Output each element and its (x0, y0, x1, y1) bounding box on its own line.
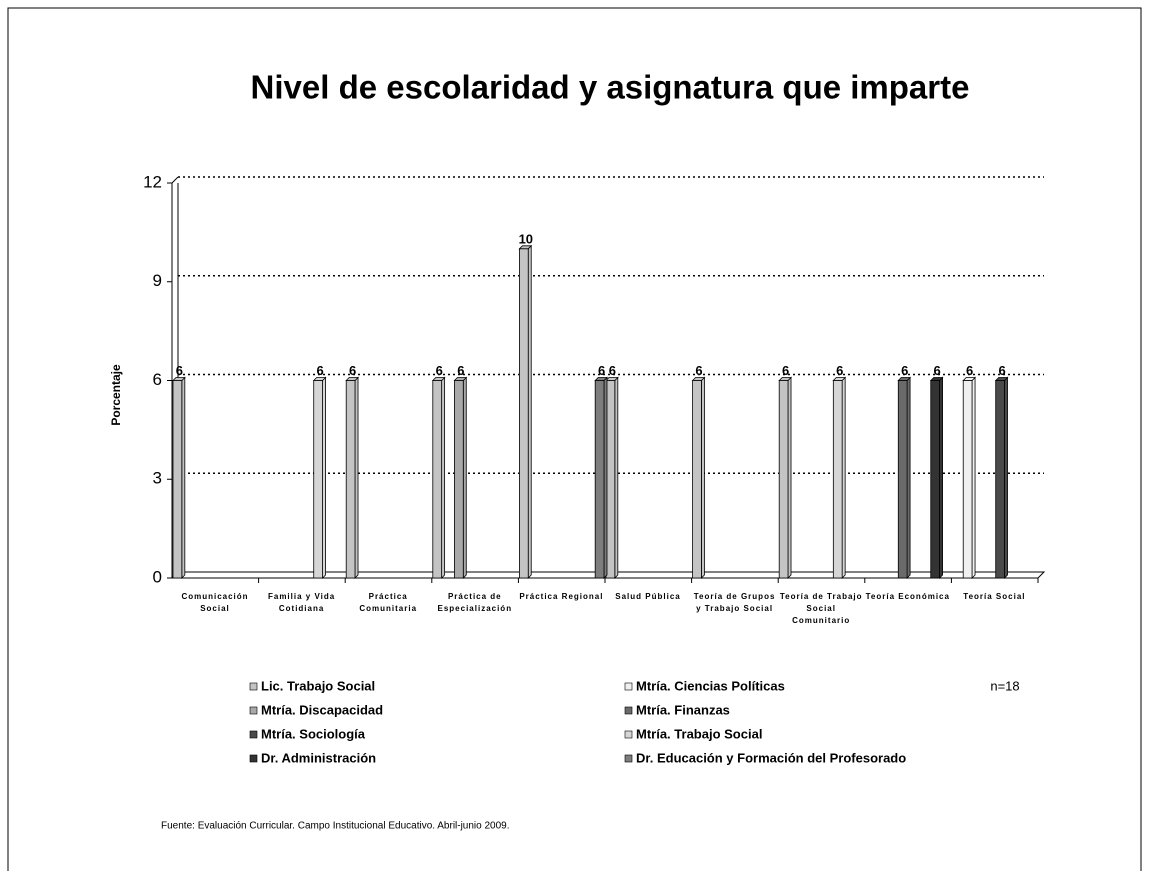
legend-swatch (624, 682, 633, 691)
bar (691, 376, 706, 579)
x-tick-label: Práctica Comunitaria (359, 592, 418, 613)
annotation: n=18 (990, 678, 1019, 693)
legend-label: Lic. Trabajo Social (261, 678, 375, 693)
bar (345, 376, 359, 579)
bar-face (441, 376, 446, 579)
bar-face (962, 380, 973, 579)
bar (453, 376, 468, 579)
data-label: 6 (317, 363, 324, 378)
bar-face (692, 380, 702, 579)
data-label: 6 (836, 363, 843, 378)
bar-face (787, 376, 792, 579)
bar-face (454, 380, 464, 579)
data-label: 6 (901, 363, 908, 378)
data-label: 6 (176, 363, 183, 378)
data-label: 6 (436, 363, 443, 378)
slide-border (7, 7, 1142, 871)
y-axis-label: Porcentaje (109, 364, 123, 426)
y-tick-label: 12 (143, 172, 162, 191)
x-tick-label: Práctica Regional (519, 592, 604, 601)
legend-swatch (249, 682, 258, 691)
bar-face (971, 376, 976, 579)
data-label: 10 (519, 231, 533, 246)
bar-face (354, 376, 359, 579)
y-axis-edge (171, 176, 179, 184)
bar-face (527, 244, 532, 579)
legend-swatch (624, 706, 633, 715)
bar (778, 376, 792, 579)
data-label: 6 (609, 363, 616, 378)
bar-face (614, 376, 619, 579)
bar-face (906, 376, 911, 579)
x-tick-label: Teoría Social (963, 592, 1026, 601)
bar-face (181, 376, 186, 579)
data-label: 6 (457, 363, 464, 378)
legend-swatch (624, 754, 633, 763)
source-note: Fuente: Evaluación Curricular. Campo Ins… (161, 821, 510, 832)
data-label: 6 (998, 363, 1005, 378)
bar (594, 376, 608, 579)
x-tick-label: Práctica de Especialización (437, 592, 513, 613)
legend-label: Mtría. Ciencias Políticas (636, 678, 785, 693)
data-label: 6 (934, 363, 941, 378)
legend-label: Mtría. Trabajo Social (636, 726, 762, 741)
x-tick-label: Comunicación Social (181, 592, 249, 613)
data-label: 6 (695, 363, 702, 378)
bar (312, 376, 327, 579)
bar-face (930, 380, 940, 579)
bar-face (778, 380, 789, 579)
x-tick-label: Familia y Vida Cotidiana (267, 592, 336, 613)
legend-label: Mtría. Sociología (261, 726, 366, 741)
data-label: 6 (966, 363, 973, 378)
bar-face (939, 376, 943, 579)
legend-label: Mtría. Finanzas (636, 702, 730, 717)
x-tick-label: Salud Pública (615, 592, 681, 601)
bar (605, 376, 619, 579)
legend-label: Dr. Educación y Formación del Profesorad… (636, 750, 906, 765)
bar-face (594, 380, 605, 579)
legend-swatch (249, 754, 258, 763)
bar-face (322, 376, 326, 579)
legend-label: Mtría. Discapacidad (261, 702, 383, 717)
bar (994, 376, 1009, 579)
y-tick-label: 3 (153, 469, 162, 488)
chart-title: Nivel de escolaridad y asignatura que im… (251, 69, 970, 106)
bar (172, 376, 186, 579)
bar-face (172, 380, 183, 579)
x-tick-label: Teoría de Trabajo Social Comunitario (779, 592, 863, 625)
bar-face (519, 248, 529, 579)
bar-face (897, 380, 908, 579)
bar-face (432, 380, 443, 579)
bar-face (313, 380, 323, 579)
bar-face (462, 376, 467, 579)
data-label: 6 (349, 363, 356, 378)
bar (832, 376, 847, 579)
x-tick-label: Teoría Económica (865, 592, 950, 601)
y-tick-label: 0 (153, 567, 162, 586)
bar-face (1004, 376, 1008, 579)
bar (929, 376, 944, 579)
bar-face (995, 380, 1005, 579)
y-tick-label: 9 (153, 271, 162, 290)
legend-swatch (249, 706, 258, 715)
bar-face (841, 376, 846, 579)
bar (518, 244, 533, 579)
y-tick-label: 6 (153, 370, 162, 389)
bar (431, 376, 446, 579)
bar-face (345, 380, 356, 579)
legend-label: Dr. Administración (261, 750, 376, 765)
x-tick-label: Teoría de Grupos y Trabajo Social (693, 592, 776, 613)
bar (897, 376, 912, 579)
data-label: 6 (782, 363, 789, 378)
bar-face (603, 376, 608, 579)
bar-face (701, 376, 705, 579)
bar-face (832, 380, 843, 579)
legend-swatch (249, 730, 258, 739)
bar (962, 376, 977, 579)
legend-swatch (624, 730, 633, 739)
data-label: 6 (598, 363, 605, 378)
